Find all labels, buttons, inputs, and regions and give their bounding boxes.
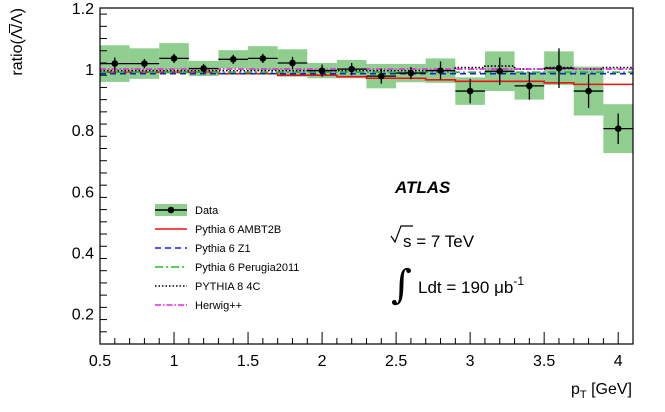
data-point (614, 125, 622, 132)
data-point (378, 72, 385, 80)
legend-label: Pythia 6 Z1 (195, 243, 251, 255)
energy-annotation: s = 7 TeV (390, 225, 475, 251)
x-tick-label: 2 (318, 353, 327, 370)
luminosity-annotation: ∫ Ldt = 190 μb-1 (391, 262, 524, 308)
legend-label: Data (195, 205, 219, 217)
x-tick-label: 2.5 (385, 353, 407, 370)
data-point (466, 87, 474, 95)
data-point (200, 65, 207, 72)
legend-label: Pythia 6 Perugia2011 (195, 262, 299, 274)
data-point (555, 64, 563, 72)
data-point (496, 67, 504, 75)
luminosity-label: Ldt = 190 μb-1 (418, 274, 524, 297)
legend-swatch-marker (167, 206, 175, 214)
data-point (318, 67, 326, 74)
sqrt-sign-icon (390, 225, 413, 244)
atlas-label: ATLAS (394, 178, 451, 197)
y-axis-title: ratio(Λ̅/Λ) (8, 8, 26, 76)
x-tick-label: 3 (466, 353, 475, 370)
data-point (348, 65, 355, 73)
x-tick-label: 1.5 (237, 353, 259, 370)
y-tick-label: 1 (85, 62, 94, 79)
y-tick-label: 1.2 (72, 1, 94, 18)
legend-label: Pythia 6 AMBT2B (195, 224, 281, 236)
legend: Data Pythia 6 AMBT2B Pythia 6 Z1 Pythia 6 P… (155, 204, 299, 312)
y-tick-label: 0.8 (72, 123, 94, 140)
integral-sign-icon: ∫ (391, 262, 412, 308)
y-axis: 0.2 0.4 0.6 0.8 1 1.2 (72, 1, 107, 345)
x-tick-label: 4 (614, 353, 623, 370)
data-point (170, 55, 178, 62)
x-tick-label: 3.5 (533, 353, 555, 370)
data-point (229, 56, 237, 63)
x-axis: 0.5 1 1.5 2 2.5 3 3.5 4 (89, 332, 634, 370)
energy-label: s = 7 TeV (403, 232, 475, 251)
y-axis-title-group: ratio(Λ̅/Λ) (8, 8, 26, 76)
x-axis-title: pT [GeV] (571, 381, 632, 401)
x-tick-label: 0.5 (89, 353, 111, 370)
y-tick-label: 0.4 (72, 245, 94, 262)
data-points (100, 48, 633, 144)
data-point (259, 55, 267, 62)
data-point (585, 87, 592, 95)
data-point (289, 59, 296, 67)
data-point (141, 60, 148, 67)
y-tick-label: 0.6 (72, 184, 94, 201)
data-point (437, 67, 444, 74)
legend-label: Herwig++ (195, 300, 242, 312)
data-point (526, 82, 533, 90)
data-point (407, 69, 415, 77)
x-tick-label: 1 (170, 353, 179, 370)
data-point (111, 60, 119, 67)
legend-label: PYTHIA 8 4C (195, 281, 260, 293)
y-tick-label: 0.2 (72, 306, 94, 323)
